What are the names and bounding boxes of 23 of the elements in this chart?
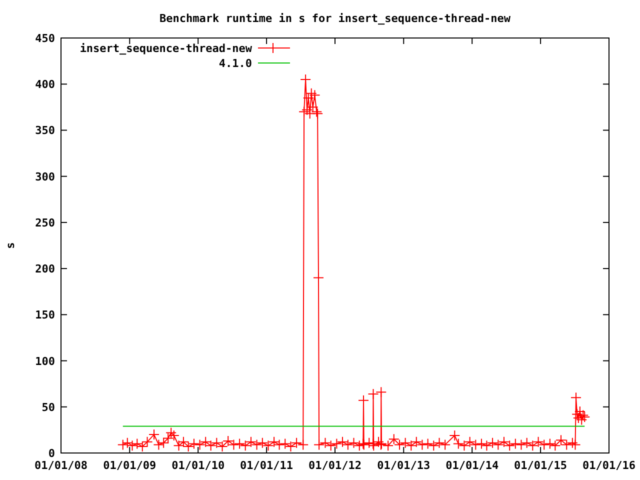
y-tick-label: 450 <box>35 32 55 45</box>
y-tick-label: 400 <box>35 78 55 92</box>
chart-title: Benchmark runtime in s for insert_sequence-thread-new <box>160 12 511 25</box>
x-tick-label: 01/01/14 <box>446 459 499 472</box>
x-tick-label: 01/01/12 <box>308 459 362 472</box>
y-tick-label: 0 <box>48 447 55 460</box>
y-tick-label: 200 <box>35 262 55 276</box>
y-axis-title: s <box>4 242 17 249</box>
x-tick-label: 01/01/10 <box>172 459 225 472</box>
x-tick-label: 01/01/16 <box>582 459 636 472</box>
x-tick-label: 01/01/08 <box>34 459 88 472</box>
y-tick-label: 350 <box>35 124 55 138</box>
y-tick-label: 250 <box>35 216 55 230</box>
y-tick-label: 300 <box>35 170 55 184</box>
x-tick-label: 01/01/11 <box>240 459 294 472</box>
y-tick-label: 50 <box>42 400 55 414</box>
x-tick-label: 01/01/13 <box>377 459 430 472</box>
y-tick-label: 100 <box>35 354 55 368</box>
legend-label: insert_sequence-thread-new <box>80 42 252 55</box>
y-tick-label: 150 <box>35 308 55 322</box>
x-tick-label: 01/01/15 <box>514 459 568 472</box>
x-tick-label: 01/01/09 <box>103 459 156 472</box>
legend-label: 4.1.0 <box>218 57 252 70</box>
